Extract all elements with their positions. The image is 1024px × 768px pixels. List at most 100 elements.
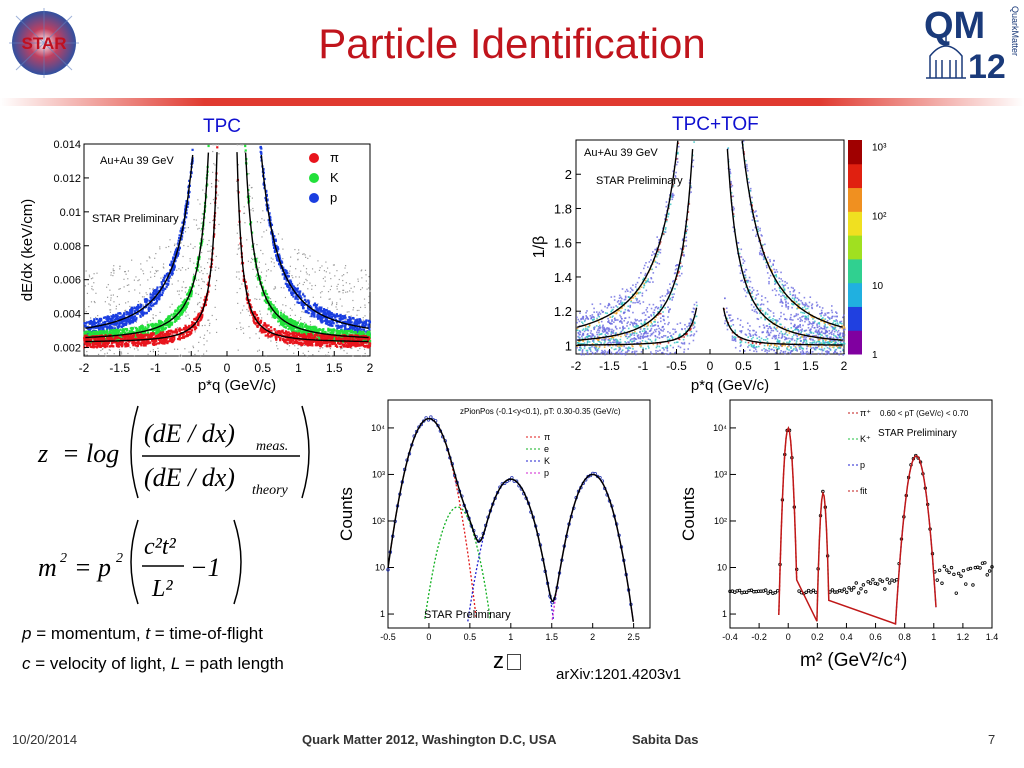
density-point — [755, 233, 758, 236]
species-point — [83, 338, 86, 341]
background-point — [162, 276, 164, 278]
density-point — [655, 352, 657, 354]
species-point — [119, 322, 122, 325]
species-point — [329, 324, 332, 327]
species-point — [364, 334, 367, 338]
background-point — [178, 253, 181, 255]
species-point — [361, 332, 364, 335]
density-point — [833, 346, 835, 349]
background-point — [97, 353, 100, 356]
species-point — [280, 318, 283, 321]
species-point — [170, 261, 173, 264]
species-point — [152, 326, 155, 329]
qm-logo-number: 12 — [968, 48, 1006, 84]
species-point — [83, 336, 86, 340]
species-point — [364, 320, 368, 323]
species-point — [245, 287, 248, 290]
species-point — [293, 291, 296, 295]
species-point — [99, 342, 102, 345]
species-point — [341, 329, 344, 332]
background-point — [204, 324, 206, 327]
species-point — [148, 299, 151, 302]
background-point — [289, 265, 291, 267]
background-point — [325, 261, 327, 263]
species-point — [151, 304, 155, 307]
species-point — [86, 338, 90, 341]
species-point — [173, 253, 177, 256]
species-point — [160, 281, 163, 284]
species-point — [118, 320, 121, 323]
species-point — [152, 291, 155, 295]
species-point — [313, 328, 316, 331]
density-point — [728, 314, 731, 317]
species-point — [175, 319, 178, 322]
background-point — [129, 305, 131, 308]
species-point — [301, 335, 304, 338]
species-point — [143, 298, 147, 301]
background-point — [215, 266, 217, 268]
background-point — [110, 299, 112, 301]
species-point — [282, 266, 285, 269]
species-point — [267, 299, 270, 302]
background-point — [181, 267, 184, 269]
species-point — [340, 317, 343, 320]
species-point — [140, 344, 143, 347]
species-point — [322, 337, 326, 340]
species-point — [178, 312, 182, 316]
species-point — [331, 337, 334, 340]
species-point — [88, 344, 91, 347]
background-point — [308, 274, 310, 276]
background-point — [113, 301, 115, 303]
species-point — [138, 306, 142, 309]
background-point — [368, 276, 370, 278]
density-point — [788, 341, 790, 344]
background-point — [128, 284, 130, 286]
background-point — [154, 257, 156, 259]
species-point — [197, 256, 200, 259]
species-point — [276, 246, 279, 249]
background-point — [215, 144, 218, 146]
species-point — [276, 310, 279, 313]
species-point — [264, 334, 267, 337]
species-point — [354, 342, 357, 345]
species-point — [291, 342, 295, 345]
density-point — [579, 337, 581, 339]
background-point — [197, 302, 199, 304]
density-point — [633, 326, 635, 328]
background-point — [118, 349, 121, 351]
species-point — [274, 336, 277, 339]
species-point — [152, 336, 155, 340]
y-tick-label: 0.002 — [53, 343, 81, 355]
density-point — [732, 336, 735, 339]
background-point — [140, 263, 142, 265]
species-point — [85, 343, 88, 346]
density-point — [602, 350, 604, 353]
plot-subtitle: Au+Au 39 GeV — [100, 155, 174, 167]
species-point — [140, 336, 143, 339]
species-point — [257, 324, 260, 327]
species-point — [330, 312, 333, 315]
background-point — [302, 283, 304, 286]
density-point — [762, 303, 765, 306]
species-point — [108, 326, 111, 329]
background-point — [124, 271, 126, 273]
background-point — [215, 318, 217, 321]
species-point — [346, 332, 349, 335]
species-point — [353, 337, 356, 341]
background-point — [322, 347, 324, 349]
density-point — [645, 289, 648, 292]
species-point — [306, 335, 309, 338]
species-point — [331, 313, 334, 316]
species-point — [314, 330, 317, 333]
species-point — [139, 314, 142, 317]
background-point — [85, 270, 87, 272]
species-point — [104, 338, 108, 341]
background-point — [360, 270, 362, 272]
species-point — [309, 304, 312, 308]
background-point — [120, 353, 123, 355]
species-point — [307, 335, 310, 338]
species-point — [179, 304, 183, 307]
background-point — [285, 325, 288, 327]
species-point — [359, 321, 362, 324]
density-point — [619, 348, 622, 350]
